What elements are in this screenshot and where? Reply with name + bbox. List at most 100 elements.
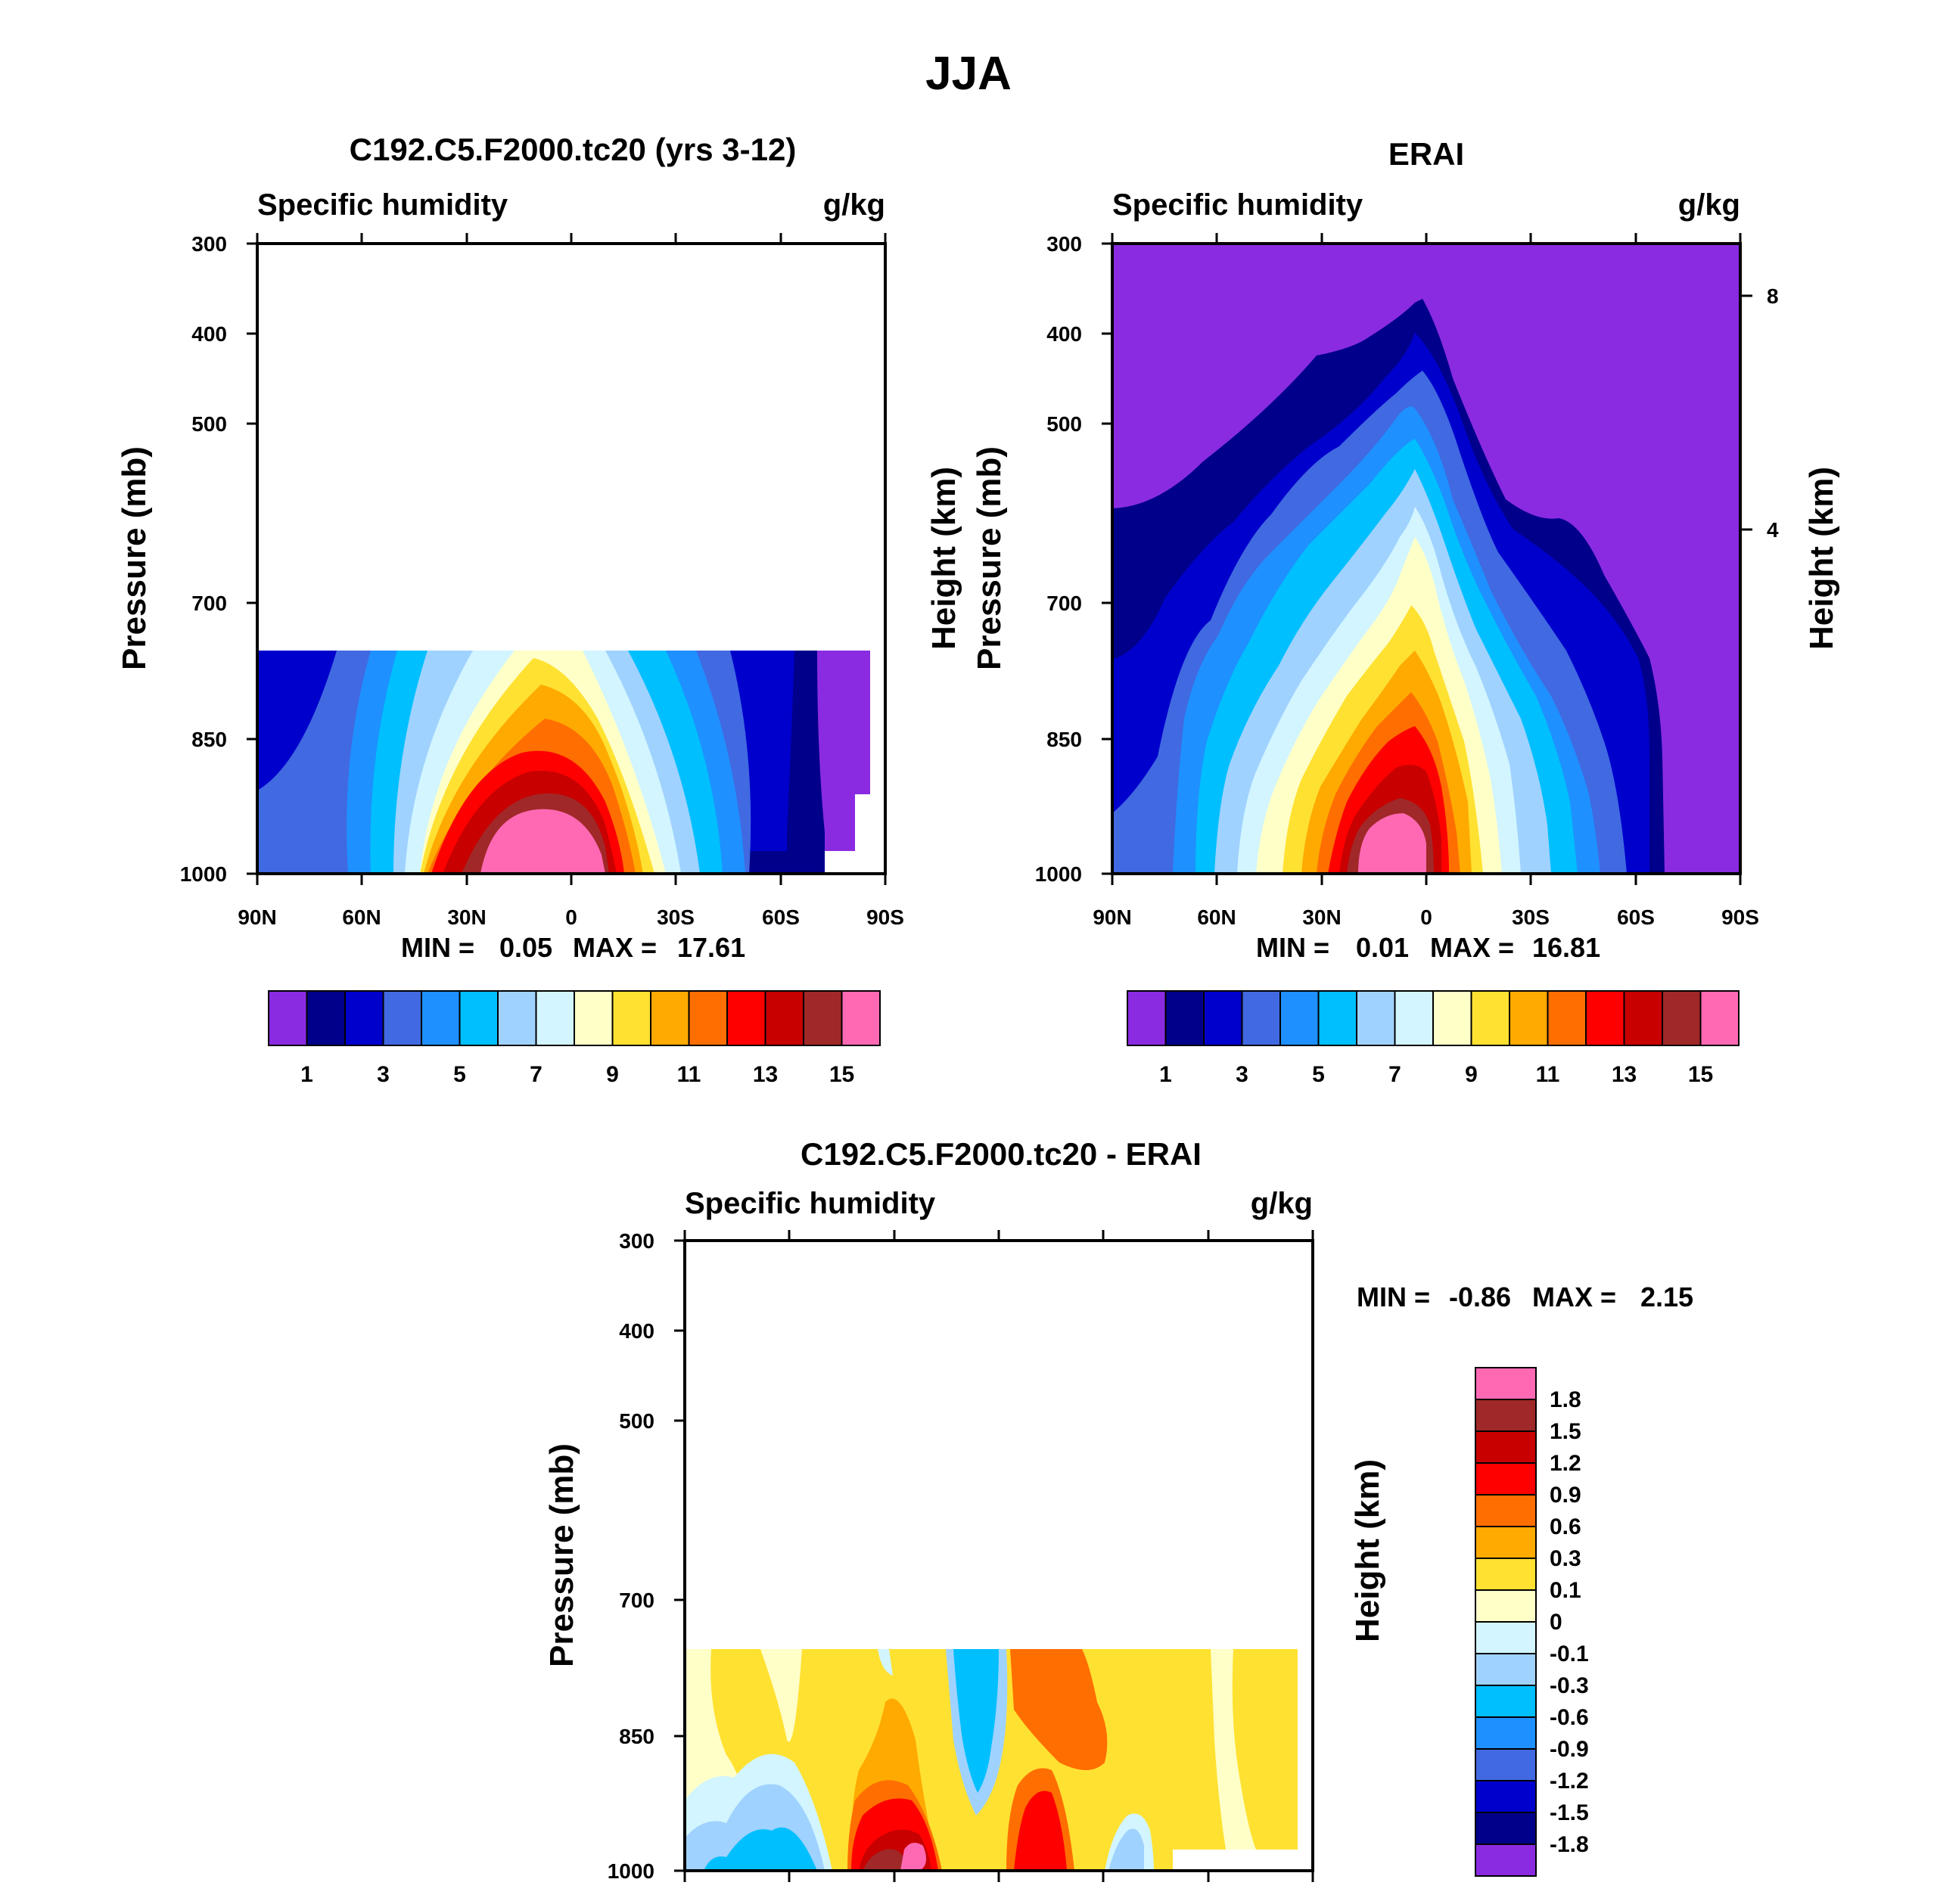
panel-model-max-label: MAX = (573, 932, 657, 963)
panel-obs-contours (1112, 244, 1740, 874)
panel-obs-left-height-label: Height (km) (925, 467, 962, 650)
panel-obs-y-ticklabels: 300 400 500 700 850 1000 8 4 (1035, 232, 1779, 886)
colorbar-box (1279, 990, 1320, 1046)
panel-diff-x-ticklabels: 90N 60N 30N 0 30S 60S 90S (665, 1902, 1332, 1904)
colorbar-label: 1.5 (1550, 1419, 1581, 1444)
panel-diff-min-value: -0.86 (1449, 1281, 1511, 1312)
colorbar-box (1475, 1843, 1537, 1877)
x-tick-label: 90S (1294, 1902, 1332, 1904)
y-tick-label: 700 (1046, 592, 1082, 615)
panel-model-min-value: 0.05 (499, 932, 552, 963)
colorbar-box (497, 990, 537, 1046)
panel-obs-variable: Specific humidity (1112, 188, 1363, 222)
colorbar-label: -1.2 (1550, 1769, 1589, 1794)
y-tick-label: 500 (191, 412, 227, 436)
colorbar-box (1475, 1685, 1537, 1718)
colorbar-label: 1 (1159, 1062, 1172, 1087)
panel-obs-ylabel: Pressure (mb) (971, 446, 1008, 670)
y-tick-label: 500 (1046, 412, 1082, 436)
colorbar-label: 0.6 (1550, 1514, 1581, 1539)
colorbar-label: 1.8 (1550, 1387, 1581, 1412)
x-tick-label: 90N (238, 905, 276, 929)
x-tick-label: 30N (447, 905, 486, 929)
colorbar-box (764, 990, 804, 1046)
colorbar-box (459, 990, 499, 1046)
x-tick-label: 30S (1512, 905, 1550, 929)
colorbar-label: 13 (1612, 1062, 1637, 1087)
panel-diff-contours (685, 1241, 1313, 1871)
panel-obs-min-label: MIN = (1256, 932, 1329, 963)
colorbar-label: 11 (1536, 1062, 1560, 1087)
colorbar-label: 11 (677, 1062, 701, 1087)
page-title: JJA (925, 48, 1012, 100)
panel-obs-x-ticklabels: 90N 60N 30N 0 30S 60S 90S (1093, 905, 1759, 929)
colorbar-box (1127, 990, 1167, 1046)
colorbar-box (1475, 1526, 1537, 1559)
panel-model-variable: Specific humidity (257, 188, 508, 222)
panel-obs-axes (1102, 233, 1752, 885)
colorbar-label: 3 (1236, 1062, 1248, 1087)
x-tick-label: 90N (665, 1902, 704, 1904)
colorbar-box (1475, 1589, 1537, 1623)
colorbar-box (1475, 1399, 1537, 1432)
y-tick-label: 400 (1046, 322, 1082, 346)
colorbar-label: 13 (753, 1062, 778, 1087)
x-tick-label: 90S (866, 905, 904, 929)
colorbar-box (611, 990, 651, 1046)
y-tick-label: 400 (191, 322, 227, 346)
y-tick-label: 850 (1046, 728, 1082, 751)
colorbar-box (306, 990, 346, 1046)
colorbar-box (1356, 990, 1396, 1046)
y-tick-label: 700 (619, 1589, 654, 1612)
x-tick-label: 90N (1093, 905, 1131, 929)
colorbar-box (1623, 990, 1663, 1046)
colorbar-box (1475, 1716, 1537, 1750)
height-tick-label: 8 (1767, 284, 1779, 308)
panel-diff-ylabel: Pressure (mb) (543, 1443, 580, 1667)
panel-diff-units: g/kg (1251, 1187, 1313, 1220)
x-tick-label: 30N (1302, 905, 1341, 929)
panel-model-ylabel: Pressure (mb) (116, 446, 153, 670)
colorbar-label: -0.3 (1550, 1673, 1589, 1698)
colorbar-box (1475, 1462, 1537, 1496)
colorbar-box (688, 990, 728, 1046)
x-tick-label: 60N (1197, 905, 1236, 929)
panel-obs: ERAI Specific humidity g/kg (925, 136, 1840, 1087)
colorbar-box (1475, 1494, 1537, 1527)
panel-diff-height-label: Height (km) (1349, 1459, 1386, 1642)
colorbar-label: -1.8 (1550, 1832, 1589, 1857)
panel-model-colorbar: 1 3 5 7 9 11 13 15 (268, 990, 881, 1087)
colorbar-box (1203, 990, 1243, 1046)
colorbar-label: 1.2 (1550, 1451, 1581, 1476)
x-tick-label: 60S (1189, 1902, 1227, 1904)
panel-model-title: C192.C5.F2000.tc20 (yrs 3-12) (350, 132, 797, 167)
x-tick-label: 60S (1617, 905, 1655, 929)
colorbar-box (1475, 1748, 1537, 1781)
colorbar-label: 9 (606, 1062, 619, 1087)
x-tick-label: 60N (342, 905, 381, 929)
panel-diff-y-ticklabels: 300 400 500 700 850 1000 (608, 1229, 654, 1883)
panel-diff-max-value: 2.15 (1640, 1281, 1693, 1312)
colorbar-box (1475, 1812, 1537, 1845)
x-tick-label: 30S (657, 905, 695, 929)
panel-obs-max-label: MAX = (1430, 932, 1514, 963)
y-tick-label: 1000 (1035, 862, 1082, 886)
colorbar-box (1585, 990, 1625, 1046)
colorbar-label: -1.5 (1550, 1800, 1589, 1825)
colorbar-box (1475, 1367, 1537, 1400)
colorbar-label: 3 (377, 1062, 390, 1087)
panel-model-max-value: 17.61 (677, 932, 745, 963)
colorbar-box (803, 990, 843, 1046)
x-tick-label: 60N (770, 1902, 808, 1904)
colorbar-box (1475, 1430, 1537, 1464)
panel-diff-variable: Specific humidity (685, 1187, 936, 1220)
colorbar-box (1317, 990, 1357, 1046)
panel-diff-min-label: MIN = (1357, 1281, 1430, 1312)
colorbar-label: 5 (1312, 1062, 1325, 1087)
panel-model-x-ticklabels: 90N 60N 30N 0 30S 60S 90S (238, 905, 904, 929)
colorbar-box (344, 990, 384, 1046)
y-tick-label: 700 (191, 592, 227, 615)
x-tick-label: 60S (762, 905, 800, 929)
y-tick-label: 850 (619, 1725, 654, 1748)
colorbar-label: -0.9 (1550, 1737, 1589, 1762)
